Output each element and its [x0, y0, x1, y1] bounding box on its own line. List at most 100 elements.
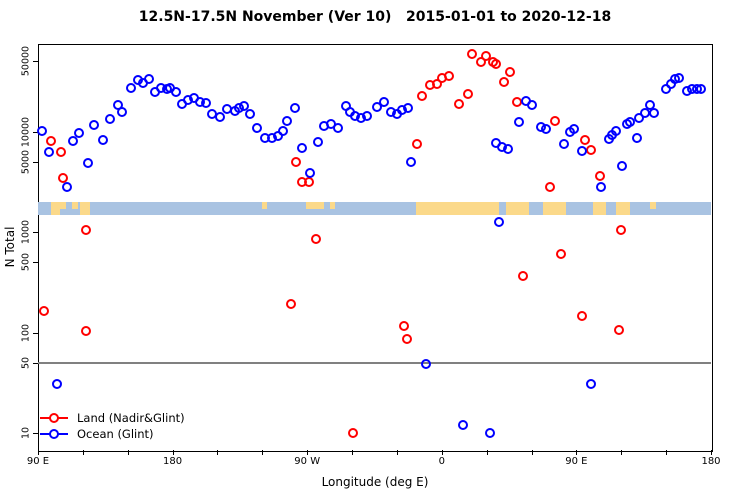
map-strip-land	[79, 202, 91, 215]
map-strip-land	[305, 202, 325, 209]
data-point-land	[550, 116, 561, 127]
data-point-ocean	[421, 358, 432, 369]
data-point-ocean	[126, 82, 137, 93]
data-point-land	[286, 299, 297, 310]
data-point-ocean	[171, 87, 182, 98]
y-axis-label: N Total	[3, 226, 17, 268]
data-point-ocean	[98, 135, 109, 146]
x-axis-tick	[307, 450, 309, 455]
data-point-ocean	[68, 136, 79, 147]
data-point-land	[453, 98, 464, 109]
data-point-land	[38, 305, 49, 316]
data-point-ocean	[526, 99, 537, 110]
data-point-ocean	[541, 123, 552, 134]
data-point-ocean	[252, 123, 263, 134]
y-tick-label: 10000	[20, 116, 32, 147]
legend-label: Ocean (Glint)	[77, 427, 154, 441]
data-point-ocean	[371, 102, 382, 113]
data-point-land	[545, 182, 556, 193]
data-point-land	[504, 67, 515, 78]
legend-marker-circle	[49, 429, 59, 439]
data-point-ocean	[89, 120, 100, 131]
data-point-ocean	[62, 182, 73, 193]
y-axis-tick	[33, 131, 38, 133]
x-axis-minor-tick	[486, 450, 488, 455]
data-point-ocean	[332, 123, 343, 134]
data-point-ocean	[143, 73, 154, 84]
data-point-ocean	[611, 126, 622, 137]
map-strip-land	[51, 202, 61, 215]
x-tick-label: 180	[163, 456, 183, 467]
ocean-series-marker-icon	[40, 429, 68, 439]
x-axis-minor-tick	[127, 450, 129, 455]
data-point-ocean	[44, 147, 55, 157]
data-point-ocean	[569, 123, 580, 134]
data-point-ocean	[577, 145, 588, 156]
x-axis-tick	[576, 450, 578, 455]
x-axis-minor-tick	[621, 450, 623, 455]
y-axis-tick	[33, 232, 38, 233]
map-strip-land	[329, 202, 335, 209]
y-axis-tick	[33, 262, 38, 264]
map-strip-land	[60, 202, 67, 209]
data-point-land	[290, 157, 301, 168]
map-strip-land	[506, 202, 529, 215]
y-axis-tick	[33, 332, 38, 334]
x-axis-minor-tick	[666, 450, 668, 455]
data-point-ocean	[513, 117, 524, 128]
data-point-land	[412, 138, 423, 149]
map-strip-land	[415, 202, 499, 215]
data-point-ocean	[634, 113, 645, 124]
data-point-ocean	[502, 143, 513, 154]
data-point-land	[462, 89, 473, 100]
data-point-ocean	[596, 182, 607, 193]
data-point-land	[416, 91, 427, 102]
legend-item: Ocean (Glint)	[40, 426, 185, 442]
data-point-ocean	[494, 216, 505, 227]
data-point-land	[594, 170, 605, 181]
y-tick-label: 100	[20, 323, 32, 342]
y-axis-tick	[33, 61, 38, 63]
data-point-land	[467, 49, 478, 60]
data-point-land	[517, 270, 528, 281]
data-point-ocean	[457, 420, 468, 431]
data-point-ocean	[296, 142, 307, 153]
data-point-ocean	[245, 109, 256, 120]
legend-label: Land (Nadir&Glint)	[77, 411, 185, 425]
x-axis-minor-tick	[217, 450, 219, 455]
data-point-land	[498, 76, 509, 87]
x-axis-tick	[441, 450, 443, 455]
data-point-land	[580, 135, 591, 146]
x-tick-label: 90 E	[26, 456, 50, 467]
data-point-ocean	[696, 83, 707, 94]
data-point-land	[443, 71, 454, 82]
x-axis-minor-tick	[262, 450, 264, 455]
data-point-land	[347, 428, 358, 438]
data-point-land	[304, 177, 315, 188]
data-point-land	[45, 136, 56, 147]
x-tick-label: 90 E	[565, 456, 588, 467]
map-strip-land	[262, 202, 267, 209]
data-point-ocean	[485, 428, 496, 438]
x-tick-label: 0	[438, 456, 445, 467]
x-tick-label: 180	[701, 456, 721, 467]
data-point-ocean	[586, 378, 597, 389]
data-point-ocean	[313, 136, 324, 147]
data-point-land	[431, 78, 442, 89]
data-point-ocean	[617, 160, 627, 171]
x-tick-label: 90 W	[294, 456, 321, 467]
data-point-ocean	[104, 114, 115, 125]
reference-line-50	[38, 362, 711, 364]
data-point-ocean	[117, 107, 128, 118]
map-strip-land	[616, 202, 631, 215]
x-axis-tick	[38, 450, 39, 455]
map-strip-ocean	[38, 202, 711, 215]
y-axis-tick	[33, 362, 38, 364]
data-point-land	[616, 224, 627, 235]
data-point-land	[480, 50, 491, 61]
data-point-land	[80, 325, 91, 336]
data-point-land	[614, 324, 625, 335]
plot-area	[38, 44, 713, 452]
y-axis-tick	[33, 433, 38, 434]
